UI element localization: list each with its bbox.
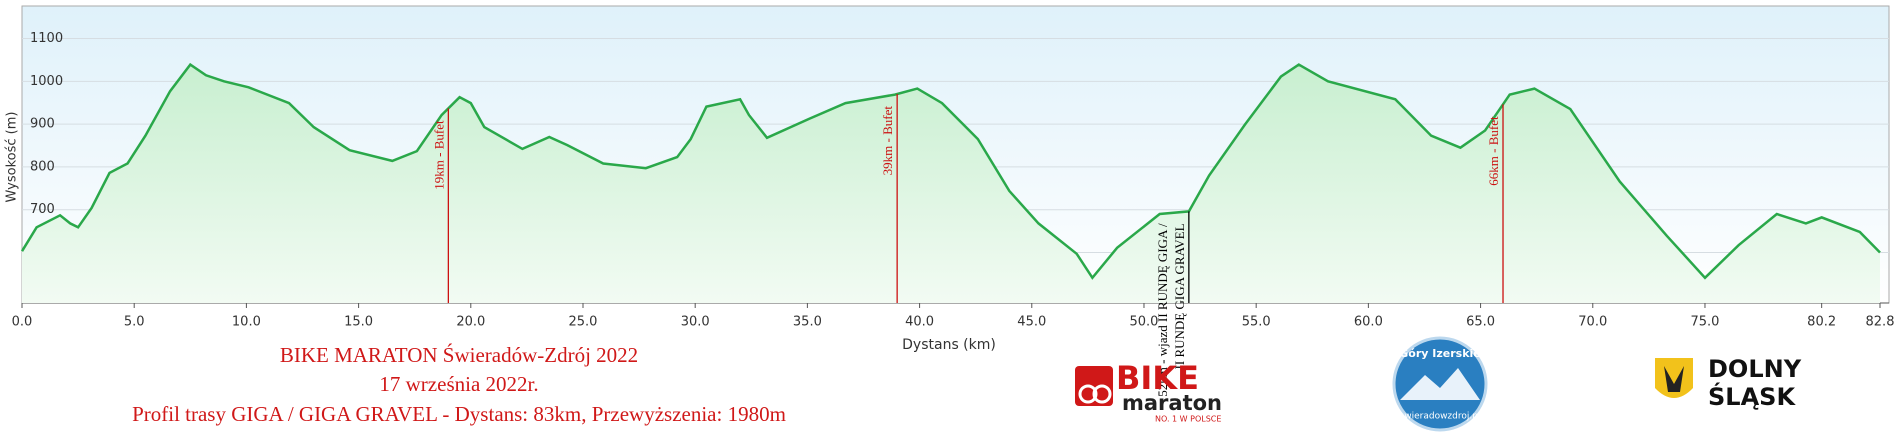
x-tick-label: 35.0 (793, 315, 822, 330)
dolny-logo: DOLNY ŚLĄSK (1655, 355, 1802, 411)
bike-logo: BIKE maraton NO. 1 W POLSCE (1075, 359, 1222, 424)
marker-label: 39km - Bufet (880, 106, 895, 176)
caption: Profil trasy GIGA / GIGA GRAVEL - Dystan… (132, 402, 786, 426)
x-tick-label: 25.0 (569, 315, 598, 330)
y-axis-label: Wysokość (m) (5, 112, 20, 203)
x-tick-label: 70.0 (1578, 315, 1607, 330)
logo-shape (1400, 368, 1480, 400)
x-tick-label: 60.0 (1354, 315, 1383, 330)
y-tick-label: 800 (30, 159, 55, 174)
x-tick-label: 0.0 (12, 315, 33, 330)
marker-label: 19km - Bufet (431, 120, 446, 190)
x-tick-label: 20.0 (456, 315, 485, 330)
logo-text: Góry Izerskie (1399, 347, 1481, 360)
x-tick-label: 75.0 (1690, 315, 1719, 330)
x-tick-label: 40.0 (905, 315, 934, 330)
logo-text: ŚLĄSK (1708, 381, 1796, 411)
logo-shape (1664, 366, 1684, 392)
x-tick-label: 15.0 (344, 315, 373, 330)
x-axis-label: Dystans (km) (902, 337, 996, 353)
x-tick-label: 50.0 (1130, 315, 1159, 330)
logo-text: DOLNY (1708, 355, 1802, 383)
x-tick-label: 5.0 (124, 315, 145, 330)
plot: 600700800900100011000.05.010.015.020.025… (12, 31, 1895, 397)
logo-text: maraton (1122, 391, 1222, 415)
marker-label: 66km - Bufet (1486, 116, 1501, 186)
logo-text: swieradowzdroj.pl (1400, 412, 1481, 422)
x-tick-label: 80.2 (1807, 315, 1836, 330)
y-tick-label: 1000 (30, 74, 63, 89)
caption: 17 września 2022r. (379, 372, 538, 396)
y-tick-label: 700 (30, 202, 55, 217)
marker-label: 52km - wjazd II RUNDĘ GIGA / (1155, 223, 1170, 397)
x-tick-label: 82.8 (1866, 315, 1895, 330)
line (20, 62, 1881, 280)
logo-shape (1078, 384, 1098, 404)
logo-shape (1392, 336, 1488, 432)
y-tick-label: 900 (30, 117, 55, 132)
logo-text: BIKE (1116, 359, 1199, 397)
y-tick-label: 1100 (30, 31, 63, 46)
area (22, 64, 1880, 303)
izery-logo: Góry Izerskie swieradowzdroj.pl (1392, 336, 1488, 432)
x-tick-label: 65.0 (1466, 315, 1495, 330)
logo-shape (1075, 366, 1113, 406)
logo-text: NO. 1 W POLSCE (1155, 415, 1221, 424)
logo-shape (1092, 384, 1112, 404)
x-tick-label: 55.0 (1242, 315, 1271, 330)
x-tick-label: 10.0 (232, 315, 261, 330)
x-tick-label: 30.0 (681, 315, 710, 330)
caption: BIKE MARATON Świeradów-Zdrój 2022 (280, 343, 638, 367)
marker-label: II RUNDĘ GIGA GRAVEL (1172, 223, 1187, 369)
x-tick-label: 45.0 (1017, 315, 1046, 330)
